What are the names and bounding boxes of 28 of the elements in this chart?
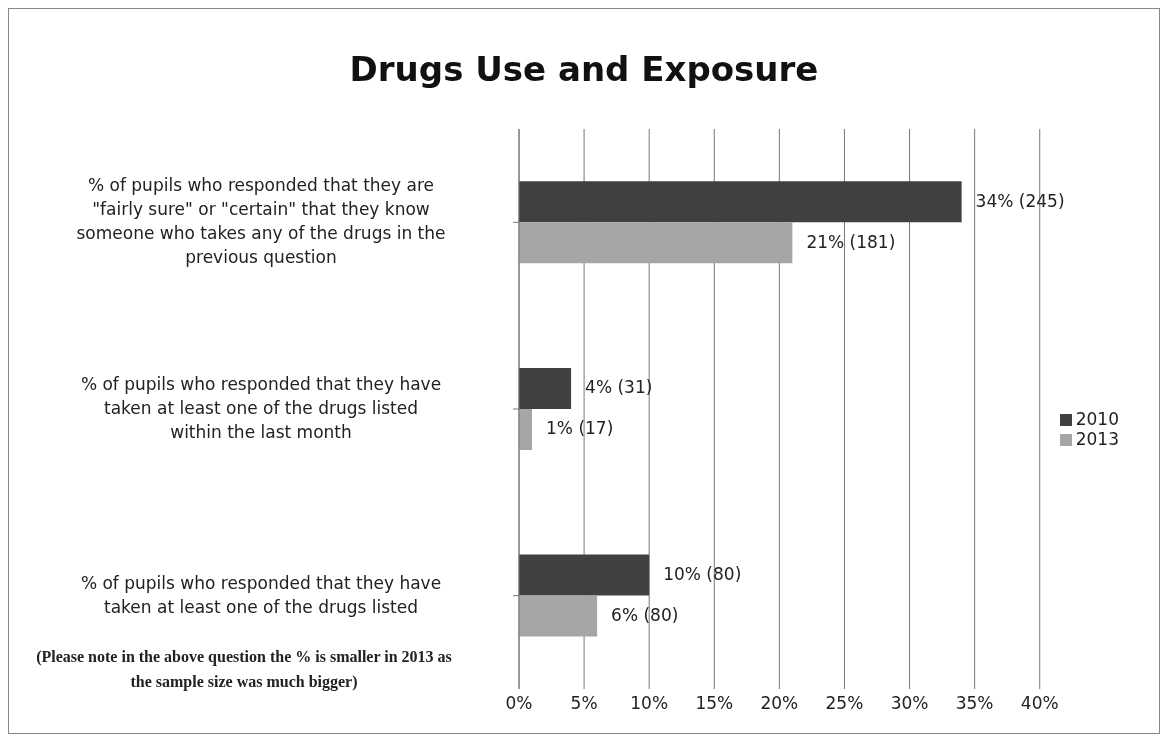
legend-label: 2010	[1075, 409, 1119, 429]
chart-title: Drugs Use and Exposure	[348, 49, 820, 89]
bar	[519, 595, 598, 637]
x-tick-label: 5%	[570, 693, 598, 714]
data-label: 1% (17)	[546, 418, 614, 439]
data-label: 6% (80)	[611, 605, 679, 626]
data-label: 4% (31)	[585, 377, 653, 398]
bar	[519, 222, 793, 264]
x-tick-label: 0%	[505, 693, 533, 714]
x-tick-label: 35%	[955, 693, 994, 714]
y-tick-label: % of pupils who responded that they have taken at least one of the drugs listed	[80, 572, 442, 617]
x-tick-label: 15%	[695, 693, 734, 714]
y-tick-label: % of pupils who responded that they have taken at least one of the drugs listed within the last month	[80, 374, 442, 442]
x-tick-label: 10%	[630, 693, 669, 714]
data-label: 21% (181)	[806, 231, 896, 252]
bar	[519, 367, 572, 409]
bar	[519, 554, 650, 596]
y-tick-label: % of pupils who responded that they are "fairly sure" or "certain" that they know someone who takes any of the drugs in the previous question	[76, 175, 446, 268]
data-label: 10% (80)	[663, 564, 742, 585]
bar	[519, 181, 962, 223]
x-tick-label: 30%	[890, 693, 929, 714]
x-tick-label: 40%	[1020, 693, 1059, 714]
data-label: 34% (245)	[975, 190, 1065, 211]
x-tick-label: 25%	[825, 693, 864, 714]
text: (Please note in the above question the % is smaller in 2013 as the sample size was much bigger)	[35, 647, 453, 693]
x-tick-label: 20%	[760, 693, 799, 714]
bar	[519, 408, 533, 450]
legend-label: 2013	[1075, 429, 1119, 449]
